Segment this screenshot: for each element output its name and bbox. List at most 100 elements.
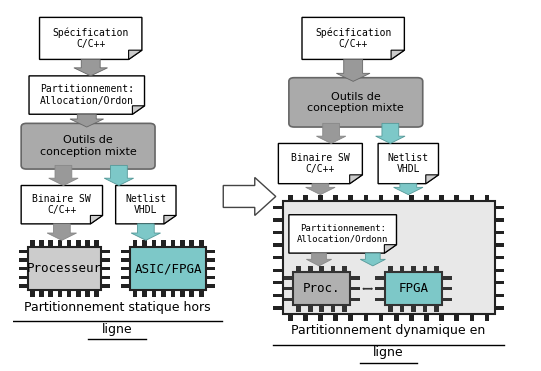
FancyBboxPatch shape	[21, 124, 155, 169]
Text: Binaire SW
C/C++: Binaire SW C/C++	[32, 194, 91, 216]
Bar	[494, 256, 504, 259]
Text: ligne: ligne	[102, 322, 132, 335]
Bar	[394, 195, 399, 201]
Polygon shape	[164, 216, 176, 224]
Bar	[170, 240, 175, 247]
Bar	[485, 195, 490, 201]
Bar	[101, 285, 110, 288]
Bar	[76, 290, 81, 297]
Polygon shape	[349, 175, 362, 184]
Bar	[454, 314, 459, 321]
Bar	[30, 240, 35, 247]
Bar	[434, 266, 439, 272]
Bar	[288, 195, 293, 201]
Bar	[28, 247, 101, 290]
Bar	[375, 287, 385, 290]
Bar	[375, 276, 385, 279]
Polygon shape	[223, 177, 276, 216]
Bar	[189, 290, 194, 297]
Bar	[273, 256, 282, 259]
Bar	[273, 243, 282, 247]
Bar	[350, 287, 360, 290]
Text: ASIC/FPGA: ASIC/FPGA	[134, 262, 202, 275]
Polygon shape	[104, 165, 134, 186]
Polygon shape	[116, 186, 176, 224]
Bar	[151, 240, 156, 247]
Bar	[121, 285, 130, 288]
Polygon shape	[133, 106, 144, 114]
Bar	[67, 290, 71, 297]
Bar	[423, 266, 427, 272]
Polygon shape	[74, 59, 108, 76]
Polygon shape	[391, 50, 404, 59]
Polygon shape	[49, 165, 78, 186]
Text: Processeur: Processeur	[27, 262, 102, 275]
Bar	[288, 314, 293, 321]
Bar	[57, 290, 62, 297]
Bar	[101, 258, 110, 262]
Bar	[375, 298, 385, 301]
Bar	[273, 281, 282, 285]
Bar	[170, 290, 175, 297]
Bar	[350, 298, 360, 301]
Bar	[94, 240, 99, 247]
Bar	[199, 290, 203, 297]
Text: Spécification
C/C++: Spécification C/C++	[315, 27, 391, 49]
Bar	[57, 240, 62, 247]
Text: Outils de
conception mixte: Outils de conception mixte	[307, 92, 404, 113]
Bar	[199, 240, 203, 247]
Bar	[85, 240, 90, 247]
Polygon shape	[39, 17, 142, 59]
Bar	[400, 266, 405, 272]
Bar	[318, 195, 323, 201]
Bar	[494, 269, 504, 272]
Bar	[442, 276, 452, 279]
Bar	[273, 269, 282, 272]
Bar	[189, 240, 194, 247]
Bar	[18, 267, 28, 270]
Bar	[206, 258, 215, 262]
Bar	[283, 276, 293, 279]
Bar	[85, 290, 90, 297]
Polygon shape	[306, 184, 335, 195]
Bar	[121, 267, 130, 270]
Bar	[76, 240, 81, 247]
Bar	[308, 266, 313, 272]
Polygon shape	[360, 253, 385, 266]
Bar	[409, 195, 414, 201]
Bar	[485, 314, 490, 321]
Polygon shape	[70, 114, 103, 127]
Text: FPGA: FPGA	[399, 282, 428, 295]
FancyBboxPatch shape	[289, 78, 423, 127]
Polygon shape	[129, 50, 142, 59]
Bar	[331, 305, 335, 312]
Polygon shape	[378, 144, 439, 184]
Bar	[18, 285, 28, 288]
Bar	[121, 258, 130, 262]
Bar	[142, 290, 147, 297]
Bar	[388, 266, 393, 272]
Bar	[273, 231, 282, 234]
Bar	[394, 314, 399, 321]
Text: Binaire SW
C/C++: Binaire SW C/C++	[291, 153, 349, 174]
Bar	[18, 258, 28, 262]
Bar	[333, 195, 338, 201]
Bar	[308, 305, 313, 312]
Bar	[494, 219, 504, 222]
Bar	[494, 306, 504, 309]
Bar	[439, 314, 444, 321]
Bar	[94, 290, 99, 297]
Bar	[424, 195, 429, 201]
Bar	[494, 243, 504, 247]
Bar	[67, 240, 71, 247]
Polygon shape	[384, 244, 397, 253]
Bar	[101, 267, 110, 270]
Bar	[39, 290, 44, 297]
Text: Outils de
conception mixte: Outils de conception mixte	[39, 135, 136, 157]
Bar	[18, 250, 28, 253]
Bar	[283, 287, 293, 290]
Bar	[283, 298, 293, 301]
Bar	[423, 305, 427, 312]
Bar	[130, 247, 206, 290]
Bar	[39, 240, 44, 247]
